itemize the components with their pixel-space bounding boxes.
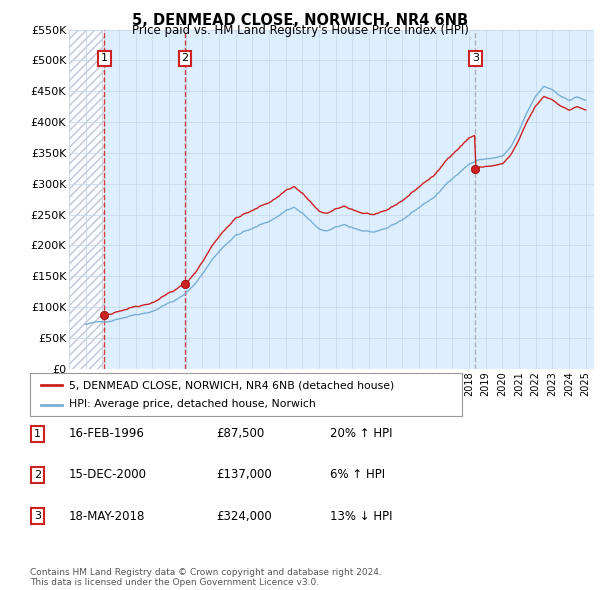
- Text: 13% ↓ HPI: 13% ↓ HPI: [330, 510, 392, 523]
- Text: 5, DENMEAD CLOSE, NORWICH, NR4 6NB: 5, DENMEAD CLOSE, NORWICH, NR4 6NB: [132, 13, 468, 28]
- Text: 20% ↑ HPI: 20% ↑ HPI: [330, 427, 392, 440]
- Text: 18-MAY-2018: 18-MAY-2018: [69, 510, 145, 523]
- Text: 2: 2: [34, 470, 41, 480]
- Text: 2: 2: [181, 53, 188, 63]
- Text: 15-DEC-2000: 15-DEC-2000: [69, 468, 147, 481]
- Text: £87,500: £87,500: [216, 427, 264, 440]
- Text: 6% ↑ HPI: 6% ↑ HPI: [330, 468, 385, 481]
- Text: 16-FEB-1996: 16-FEB-1996: [69, 427, 145, 440]
- Text: £324,000: £324,000: [216, 510, 272, 523]
- Text: 3: 3: [34, 512, 41, 521]
- Text: 1: 1: [34, 429, 41, 438]
- Text: HPI: Average price, detached house, Norwich: HPI: Average price, detached house, Norw…: [69, 399, 316, 409]
- Text: Contains HM Land Registry data © Crown copyright and database right 2024.
This d: Contains HM Land Registry data © Crown c…: [30, 568, 382, 587]
- Text: Price paid vs. HM Land Registry's House Price Index (HPI): Price paid vs. HM Land Registry's House …: [131, 24, 469, 37]
- Text: £137,000: £137,000: [216, 468, 272, 481]
- Text: 5, DENMEAD CLOSE, NORWICH, NR4 6NB (detached house): 5, DENMEAD CLOSE, NORWICH, NR4 6NB (deta…: [69, 381, 394, 391]
- Text: 3: 3: [472, 53, 479, 63]
- Text: 1: 1: [101, 53, 108, 63]
